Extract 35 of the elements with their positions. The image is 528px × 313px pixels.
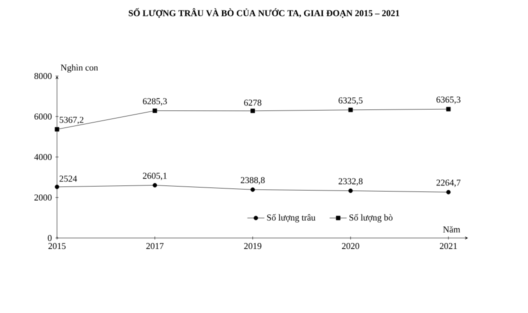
data-label: 2524 <box>60 176 77 182</box>
x-tick-label: 2019 <box>244 243 262 250</box>
point <box>54 184 60 190</box>
y-tick-label: 6000 <box>34 113 52 120</box>
point <box>348 188 353 193</box>
data-label: 2264,7 <box>436 180 460 187</box>
point <box>152 108 158 113</box>
y-tick-label: 8000 <box>34 72 52 80</box>
y-axis-title: Nghìn con <box>60 64 98 72</box>
point <box>348 108 353 112</box>
chart-title: SỐ LƯỢNG TRÂU VÀ BÒ CỦA NƯỚC TA, GIAI ĐOẠN 2015 – 2021 <box>128 8 400 18</box>
x-tick-label: 2017 <box>146 243 164 250</box>
data-label: 2605,1 <box>142 172 167 180</box>
legend-label: Số lượng bò <box>349 214 393 222</box>
data-label: 5367,2 <box>60 116 84 124</box>
x-tick-label: 2021 <box>440 243 457 250</box>
data-label: 6285,3 <box>142 98 167 106</box>
legend-label: Số lượng trâu <box>267 214 316 222</box>
point <box>250 108 255 114</box>
y-tick-label: 0 <box>48 234 52 242</box>
data-label: 2332,8 <box>338 178 363 186</box>
data-label: 6278 <box>244 100 262 106</box>
point <box>250 187 255 192</box>
y-tick-label: 2000 <box>34 194 52 201</box>
data-label: 2388,8 <box>240 177 265 184</box>
x-tick-label: 2015 <box>48 243 66 250</box>
y-tick-label: 4000 <box>34 154 52 160</box>
x-tick-label: 2020 <box>342 243 360 250</box>
point <box>446 190 451 194</box>
point <box>54 127 60 132</box>
data-label: 6365,3 <box>436 96 460 104</box>
data-label: 6325,5 <box>338 97 363 105</box>
x-axis-title: Năm <box>443 226 460 232</box>
point <box>152 183 158 188</box>
point <box>446 106 451 112</box>
